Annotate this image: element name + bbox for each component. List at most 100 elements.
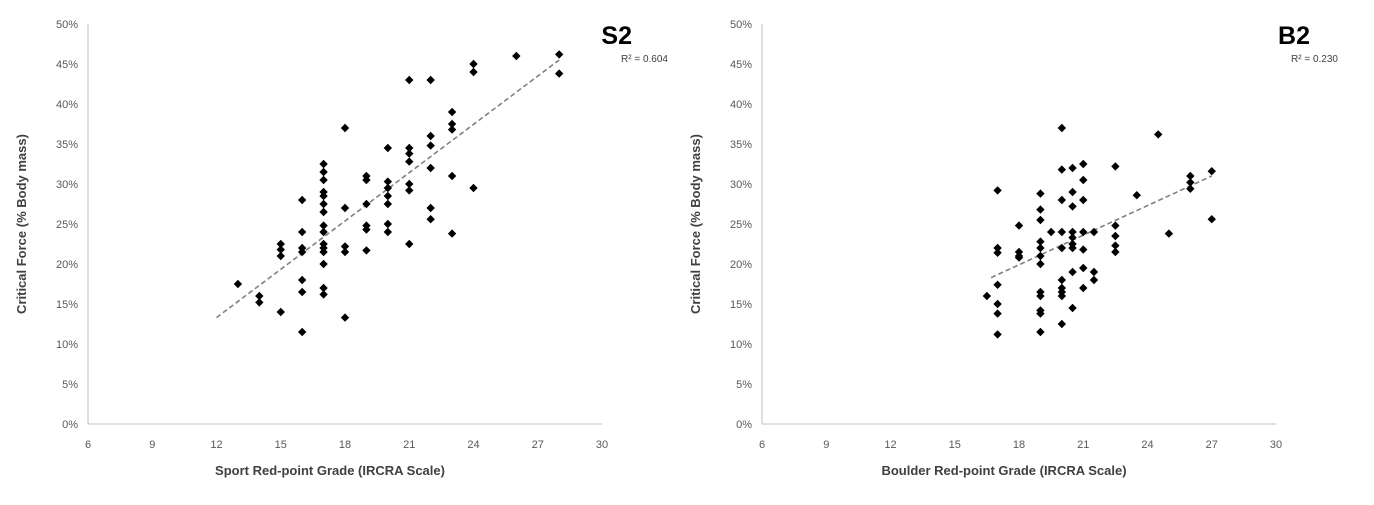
data-point — [405, 143, 414, 153]
y-tick-label: 30% — [56, 179, 78, 191]
data-point — [1079, 245, 1088, 254]
data-point — [319, 159, 328, 169]
data-point — [319, 221, 328, 230]
y-tick-label: 5% — [736, 379, 752, 391]
data-point — [1079, 283, 1088, 293]
y-tick-label: 15% — [56, 299, 78, 311]
data-point — [383, 191, 393, 201]
x-tick-label: 30 — [1270, 439, 1282, 451]
data-point — [1014, 221, 1024, 230]
y-tick-label: 45% — [56, 59, 78, 71]
data-point — [383, 219, 393, 229]
data-point — [1079, 227, 1088, 237]
x-tick-label: 12 — [210, 439, 222, 451]
data-point — [255, 291, 264, 301]
data-point — [255, 298, 264, 307]
data-point — [297, 227, 307, 237]
data-point — [340, 242, 350, 251]
data-point — [1068, 233, 1077, 242]
y-tick-label: 0% — [62, 419, 78, 431]
data-point — [383, 183, 393, 193]
data-point — [426, 215, 435, 224]
data-point — [319, 167, 328, 177]
data-point — [1089, 227, 1099, 237]
data-point — [405, 157, 414, 166]
data-point — [276, 307, 285, 317]
data-point — [297, 287, 307, 297]
x-tick-label: 9 — [149, 439, 155, 451]
data-point — [405, 149, 414, 158]
data-point — [362, 225, 371, 234]
data-point — [447, 229, 457, 238]
data-point — [297, 275, 307, 285]
data-point — [1111, 221, 1120, 230]
data-point — [297, 247, 307, 257]
data-point — [1036, 189, 1045, 198]
data-point — [1068, 243, 1077, 253]
data-point — [319, 247, 328, 257]
data-point — [1036, 291, 1045, 301]
x-tick-label: 9 — [823, 439, 829, 451]
data-point — [554, 50, 564, 59]
y-tick-label: 20% — [56, 259, 78, 271]
data-point — [297, 195, 307, 205]
data-point — [276, 251, 285, 261]
data-point — [1036, 205, 1045, 214]
data-point — [319, 199, 328, 209]
data-point — [554, 69, 564, 78]
data-point — [1207, 215, 1216, 224]
data-point — [1111, 162, 1120, 171]
data-point — [319, 259, 328, 269]
y-tick-label: 25% — [56, 219, 78, 231]
data-point — [1036, 251, 1045, 261]
data-point — [340, 203, 350, 213]
data-point — [1057, 195, 1067, 205]
data-point — [233, 279, 243, 289]
y-tick-label: 20% — [730, 259, 752, 271]
data-point — [319, 207, 328, 217]
data-point — [1036, 215, 1045, 225]
trend-line — [990, 175, 1213, 279]
x-tick-label: 18 — [339, 439, 351, 451]
data-point — [447, 171, 457, 181]
data-point — [1057, 123, 1067, 133]
data-point — [993, 186, 1002, 195]
data-point — [426, 75, 435, 85]
data-point — [1036, 237, 1045, 246]
x-tick-label: 27 — [532, 439, 544, 451]
data-point — [1079, 195, 1088, 205]
data-point — [340, 247, 350, 257]
data-point — [1089, 275, 1099, 285]
x-tick-label: 30 — [596, 439, 608, 451]
data-point — [1046, 227, 1056, 237]
data-point — [362, 175, 371, 185]
x-tick-label: 6 — [85, 439, 91, 451]
y-tick-label: 35% — [730, 139, 752, 151]
y-tick-label: 5% — [62, 379, 78, 391]
data-point — [340, 123, 350, 133]
x-axis-title: Boulder Red-point Grade (IRCRA Scale) — [881, 463, 1126, 478]
y-tick-label: 30% — [730, 179, 752, 191]
data-point — [1068, 163, 1077, 173]
data-point — [340, 313, 350, 322]
x-tick-label: 12 — [884, 439, 896, 451]
data-point — [1057, 243, 1067, 253]
data-point — [319, 227, 328, 237]
data-point — [319, 191, 328, 201]
data-point — [1036, 243, 1045, 253]
y-tick-label: 10% — [56, 339, 78, 351]
data-point — [1079, 175, 1088, 185]
y-tick-label: 40% — [56, 99, 78, 111]
data-point — [405, 239, 414, 249]
data-point — [469, 67, 478, 77]
data-point — [319, 283, 328, 293]
data-point — [297, 327, 307, 337]
y-tick-label: 35% — [56, 139, 78, 151]
data-point — [362, 199, 371, 209]
y-tick-label: 40% — [730, 99, 752, 111]
data-point — [1068, 227, 1077, 237]
data-point — [993, 299, 1002, 309]
r-squared-label: R² = 0.230 — [1291, 54, 1338, 65]
y-tick-label: 25% — [730, 219, 752, 231]
